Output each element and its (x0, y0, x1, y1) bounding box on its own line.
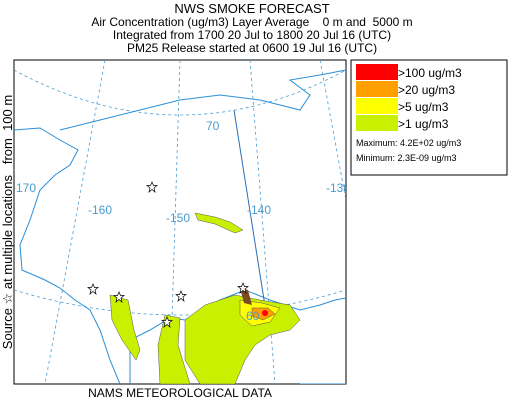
smoke-area (240, 288, 252, 305)
grid-label: 60 (246, 309, 260, 323)
side-label: Source ☆ at multiple locations from 100 … (0, 95, 15, 349)
legend-label: >5 ug/m3 (398, 100, 449, 114)
grid-label: 70 (206, 119, 220, 133)
legend-maximum: Maximum: 4.2E+02 ug/m3 (356, 138, 461, 148)
source-stars (87, 181, 249, 328)
title: NWS SMOKE FORECAST (174, 1, 329, 16)
legend-label: >1 ug/m3 (398, 117, 449, 131)
grid-line (14, 289, 346, 316)
smoke-area (262, 310, 268, 316)
legend-label: >20 ug/m3 (398, 83, 455, 97)
legend: >100 ug/m3 >20 ug/m3 >5 ug/m3 >1 ug/m3 M… (350, 59, 508, 176)
legend-swatch (356, 64, 398, 80)
legend-minimum: Minimum: 2.3E-09 ug/m3 (356, 153, 457, 163)
smoke-area (109, 294, 141, 361)
smoke-area (194, 212, 244, 234)
grid-line (44, 60, 106, 384)
border (233, 109, 269, 326)
legend-swatch (356, 98, 398, 114)
grid-line (319, 60, 346, 203)
legend-swatch (356, 115, 398, 131)
legend-swatch (356, 81, 398, 97)
release: PM25 Release started at 0600 19 Jul 16 (… (127, 41, 377, 55)
grid-label: -160 (88, 203, 112, 217)
grid-label: -150 (166, 211, 190, 225)
smoke-area (157, 314, 191, 384)
grid-label: -170 (12, 181, 36, 195)
grid-line (14, 69, 346, 116)
grid-label: -140 (247, 203, 271, 217)
map: -170 -160 -150 -140 -130 70 60 (12, 59, 350, 385)
coastline (59, 69, 346, 131)
legend-label: >100 ug/m3 (398, 66, 462, 80)
grid-label: -130 (326, 181, 350, 195)
integration: Integrated from 1700 20 Jul to 1800 20 J… (113, 28, 391, 42)
subtitle: Air Concentration (ug/m3) Layer Average … (91, 15, 412, 29)
footer: NAMS METEOROLOGICAL DATA (88, 386, 272, 400)
map-frame (13, 59, 347, 385)
